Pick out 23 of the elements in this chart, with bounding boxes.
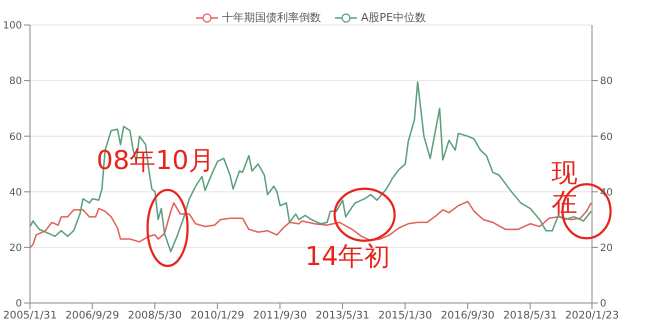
x-tick-label: 2013/5/31: [316, 309, 370, 322]
y-tick-label: 20: [9, 242, 22, 254]
x-tick-label: 2016/9/30: [440, 309, 495, 322]
x-tick-label: 2008/5/30: [128, 309, 182, 322]
x-tick-label: 2006/9/29: [65, 309, 120, 322]
y-tick-label: 80: [9, 76, 22, 88]
legend-label: A股PE中位数: [360, 10, 426, 25]
y2-tick-label: 80: [600, 76, 613, 88]
x-tick-label: 2018/5/31: [503, 309, 558, 322]
annotation: 14年初: [305, 242, 390, 272]
legend-label: 十年期国债利率倒数: [222, 10, 321, 25]
y2-tick-label: 60: [600, 132, 613, 143]
x-tick-label: 2011/9/30: [253, 309, 307, 322]
x-tick-label: 2020/1/23: [565, 309, 619, 322]
y-tick-label: 0: [16, 298, 22, 310]
y-tick-label: 40: [9, 187, 22, 198]
x-tick-label: 2010/1/29: [190, 309, 244, 322]
y2-tick-label: 20: [600, 242, 613, 254]
x-tick-label: 2005/1/31: [3, 309, 57, 322]
x-tick-label: 2015/1/30: [378, 309, 432, 322]
y2-tick-label: 0: [600, 298, 606, 310]
y-tick-label: 60: [9, 132, 22, 143]
y-tick-label: 100: [2, 20, 22, 32]
